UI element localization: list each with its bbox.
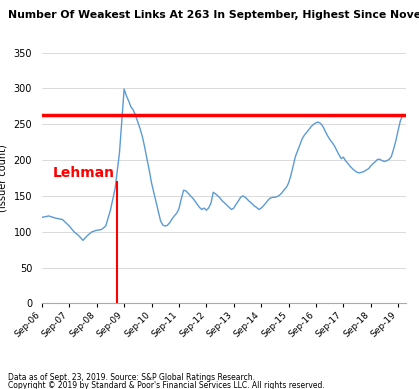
Y-axis label: (Issuer count): (Issuer count) xyxy=(0,144,8,212)
Text: Copyright © 2019 by Standard & Poor's Financial Services LLC. All rights reserve: Copyright © 2019 by Standard & Poor's Fi… xyxy=(8,381,325,389)
Text: Number Of Weakest Links At 263 In September, Highest Since November 2009: Number Of Weakest Links At 263 In Septem… xyxy=(8,10,419,20)
Text: Lehman: Lehman xyxy=(52,166,114,180)
Text: Data as of Sept. 23, 2019. Source: S&P Global Ratings Research.: Data as of Sept. 23, 2019. Source: S&P G… xyxy=(8,373,255,382)
